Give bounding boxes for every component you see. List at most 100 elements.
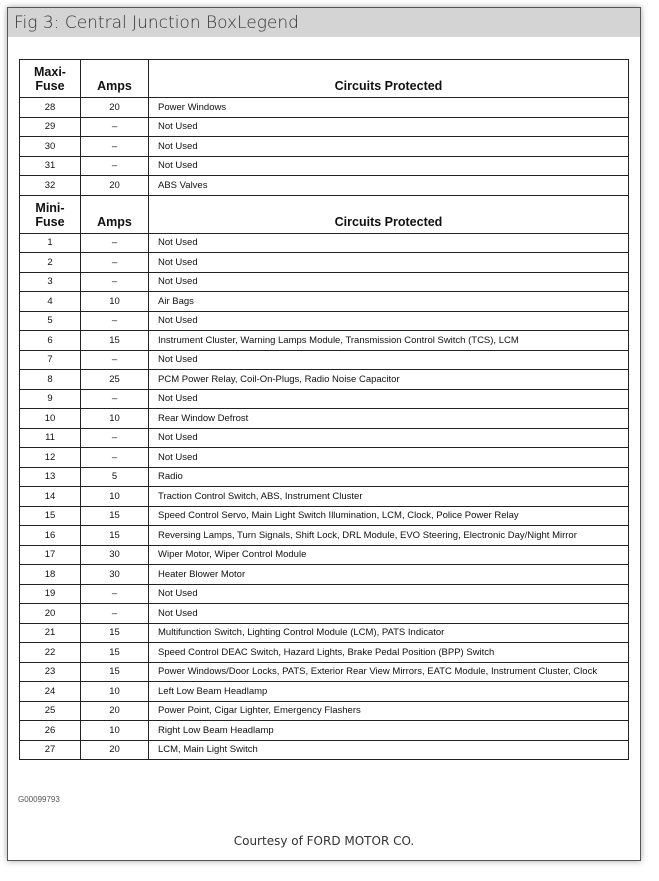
amps-value: – [80, 349, 149, 370]
table-row: 10 10 Rear Window Defrost [19, 408, 629, 429]
amps-value: – [80, 583, 149, 604]
table-row: 25 20 Power Point, Cigar Lighter, Emergenc… [19, 700, 629, 721]
table-row: 14 10 Traction Control Switch, ABS, Instru… [19, 486, 629, 507]
amps-value: 15 [80, 330, 149, 351]
fuse-number: 13 [19, 466, 81, 487]
amps-value: 15 [80, 661, 149, 682]
fuse-number: 11 [19, 427, 81, 448]
amps-value: 10 [80, 681, 149, 702]
circuits-protected: Speed Control DEAC Switch, Hazard Lights… [148, 642, 629, 663]
amps-value: 30 [80, 564, 149, 585]
fuse-number: 2 [19, 252, 81, 273]
fuse-number: 17 [19, 544, 81, 565]
fuse-number: 9 [19, 388, 81, 409]
fuse-number: 29 [19, 116, 81, 137]
fuse-number: 7 [19, 349, 81, 370]
fuse-number: 18 [19, 564, 81, 585]
circuits-protected: Not Used [148, 583, 629, 604]
table-row: 30– Not Used [19, 136, 629, 157]
amps-value: 10 [80, 291, 149, 312]
amps-value: – [80, 310, 149, 331]
circuits-protected: Radio [148, 466, 629, 487]
circuits-protected: Power Point, Cigar Lighter, Emergency Fl… [148, 700, 629, 721]
fuse-number: 5 [19, 310, 81, 331]
amps-column-header: Amps [80, 194, 149, 234]
fuse-number: 23 [19, 661, 81, 682]
circuits-protected: Heater Blower Motor [148, 564, 629, 585]
fuse-number: 4 [19, 291, 81, 312]
table-row: 6 15 Instrument Cluster, Warning Lamps Mod… [19, 330, 629, 351]
fuse-number: 1 [19, 232, 81, 253]
table-row: 22 15 Speed Control DEAC Switch, Hazard Li… [19, 642, 629, 663]
fuse-number: 30 [19, 136, 81, 157]
fuse-number: 26 [19, 720, 81, 741]
table-row: 16 15 Reversing Lamps, Turn Signals, Shift… [19, 525, 629, 546]
amps-value: – [80, 603, 149, 624]
circuits-protected: PCM Power Relay, Coil-On-Plugs, Radio No… [148, 369, 629, 390]
circuits-protected: Power Windows/Door Locks, PATS, Exterior… [148, 661, 629, 682]
table-row: 28 20 Power Windows [19, 97, 629, 118]
amps-value: 15 [80, 505, 149, 526]
amps-value: 20 [80, 739, 149, 760]
fuse-number: 15 [19, 505, 81, 526]
table-row: 13 5 Radio [19, 466, 629, 487]
fuse-number: 8 [19, 369, 81, 390]
amps-value: – [80, 232, 149, 253]
amps-value: – [80, 447, 149, 468]
circuits-protected: Rear Window Defrost [148, 408, 629, 429]
fuse-number: 12 [19, 447, 81, 468]
circuits-column-header: Circuits Protected [148, 194, 629, 234]
table-row: 4 10 Air Bags [19, 291, 629, 312]
amps-value: – [80, 136, 149, 157]
table-row: 21 15 Multifunction Switch, Lighting Contr… [19, 622, 629, 643]
table-row: 27 20 LCM, Main Light Switch [19, 739, 629, 760]
fuse-number: 28 [19, 97, 81, 118]
amps-value: 20 [80, 175, 149, 196]
table-row: 29– Not Used [19, 116, 629, 137]
circuits-protected: Not Used [148, 349, 629, 370]
circuits-protected: Instrument Cluster, Warning Lamps Module… [148, 330, 629, 351]
title-bar: Fig 3: Central Junction BoxLegend [8, 8, 640, 37]
circuits-protected: Right Low Beam Headlamp [148, 720, 629, 741]
amps-value: 20 [80, 97, 149, 118]
table-row: 1– Not Used [19, 232, 629, 253]
fuse-column-header: Mini- Fuse [19, 194, 81, 234]
circuits-protected: Traction Control Switch, ABS, Instrument… [148, 486, 629, 507]
circuits-protected: Reversing Lamps, Turn Signals, Shift Loc… [148, 525, 629, 546]
amps-value: 5 [80, 466, 149, 487]
table-row: 9– Not Used [19, 388, 629, 409]
circuits-protected: Not Used [148, 427, 629, 448]
maxi-fuse-header: Maxi- Fuse Amps Circuits Protected [19, 59, 629, 98]
table-row: 7– Not Used [19, 349, 629, 370]
mini-fuse-header: Mini- Fuse Amps Circuits Protected [19, 194, 629, 234]
table-row: 19– Not Used [19, 583, 629, 604]
fuse-number: 21 [19, 622, 81, 643]
table-row: 3– Not Used [19, 271, 629, 292]
circuits-protected: ABS Valves [148, 175, 629, 196]
table-row: 20– Not Used [19, 603, 629, 624]
table-row: 8 25 PCM Power Relay, Coil-On-Plugs, Radio… [19, 369, 629, 390]
circuits-column-header: Circuits Protected [148, 59, 629, 98]
amps-value: 15 [80, 622, 149, 643]
circuits-protected: Not Used [148, 388, 629, 409]
circuits-protected: Air Bags [148, 291, 629, 312]
table-row: 12– Not Used [19, 447, 629, 468]
courtesy-text: Courtesy of FORD MOTOR CO. [233, 834, 415, 848]
amps-value: 10 [80, 408, 149, 429]
circuits-protected: Wiper Motor, Wiper Control Module [148, 544, 629, 565]
table-row: 24 10 Left Low Beam Headlamp [19, 681, 629, 702]
fuse-number: 10 [19, 408, 81, 429]
circuits-protected: Not Used [148, 232, 629, 253]
amps-value: 10 [80, 486, 149, 507]
table-row: 23 15 Power Windows/Door Locks, PATS, Exte… [19, 661, 629, 682]
amps-value: 15 [80, 525, 149, 546]
table-row: 2– Not Used [19, 252, 629, 273]
amps-column-header: Amps [80, 59, 149, 98]
figure-code: G00099793 [18, 795, 60, 804]
fuse-number: 3 [19, 271, 81, 292]
table-row: 5– Not Used [19, 310, 629, 331]
fuse-number: 16 [19, 525, 81, 546]
amps-value: 10 [80, 720, 149, 741]
figure-frame: Fig 3: Central Junction BoxLegend Maxi- F… [7, 7, 641, 861]
table-row: 11– Not Used [19, 427, 629, 448]
